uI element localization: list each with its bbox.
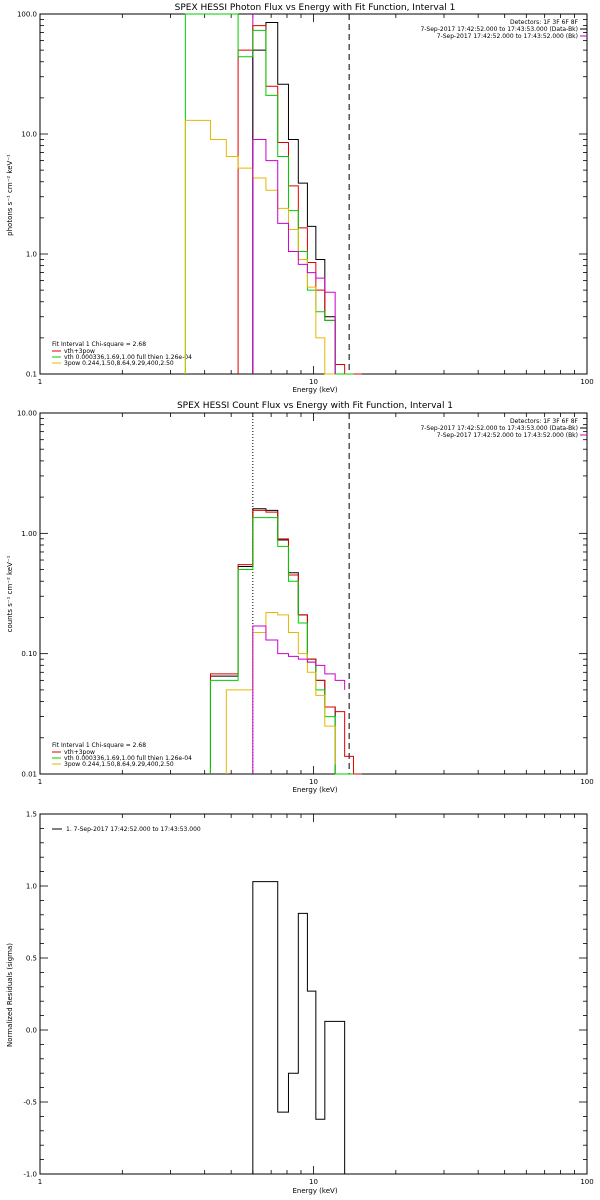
x-tick-label: 1 (38, 378, 42, 386)
y-tick-label: 0.10 (21, 650, 37, 658)
legend-entry-vth-3pow: vth+3pow (64, 749, 95, 756)
y-tick-label: 100.0 (17, 11, 37, 19)
data-interval-label: 7-Sep-2017 17:42:52.000 to 17:43:53.000 … (420, 425, 578, 432)
fit-label: Fit Interval 1 Chi-square = 2.68 (52, 742, 146, 749)
x-tick-label: 100 (580, 1178, 593, 1186)
legend-entry-vth: vth 0.000336,1.69,1.00 full thien 1.26e-… (64, 755, 192, 762)
series-line-vth (184, 13, 354, 375)
chart-title: SPEX HESSI Count Flux vs Energy with Fit… (177, 401, 453, 411)
y-tick-label: 1.5 (26, 811, 37, 819)
fit-label: Fit Interval 1 Chi-square = 2.68 (52, 341, 146, 348)
x-tick-label: 10 (309, 778, 318, 786)
bk-interval-label: 7-Sep-2017 17:42:52.000 to 17:43:52.000 … (437, 33, 578, 40)
y-tick-label: 1.0 (26, 883, 37, 891)
y-tick-label: -0.5 (23, 1099, 37, 1107)
chart-title: SPEX HESSI Photon Flux vs Energy with Fi… (175, 3, 456, 13)
legend-entry-vth-3pow: vth+3pow (64, 348, 95, 355)
series-line-vth-3pow (237, 25, 362, 375)
series-line-bk (252, 138, 336, 374)
y-tick-label: -1.0 (23, 1171, 37, 1179)
y-tick-label: 0.0 (26, 1027, 37, 1035)
legend-entry-3pow: 3pow 0.244,1.50,8.64,9.29,400,2.50 (64, 761, 174, 768)
x-tick-label: 1 (38, 778, 42, 786)
y-tick-label: 1.00 (21, 530, 37, 538)
residual-legend-label: 1. 7-Sep-2017 17:42:52.000 to 17:43:53.0… (66, 826, 201, 833)
detectors-label: Detectors: 1F 3F 6F 8F (510, 418, 579, 425)
y-tick-label: 1.0 (26, 251, 37, 259)
x-tick-label: 100 (580, 778, 593, 786)
legend-entry-vth: vth 0.000336,1.69,1.00 full thien 1.26e-… (64, 354, 192, 361)
y-tick-label: 10.00 (17, 410, 37, 418)
series-line-residuals (252, 881, 346, 1174)
residuals-panel: Energy (keV) Normalized Residuals (sigma… (6, 811, 594, 1196)
x-tick-label: 1 (38, 1178, 42, 1186)
y-axis-label: counts s⁻¹ cm⁻² keV⁻¹ (6, 555, 14, 632)
bk-interval-label: 7-Sep-2017 17:42:52.000 to 17:43:52.000 … (437, 432, 578, 439)
x-tick-label: 10 (309, 378, 318, 386)
detectors-label: Detectors: 1F 3F 6F 8F (510, 19, 579, 26)
legend-entry-3pow: 3pow 0.244,1.50,8.64,9.29,400,2.50 (64, 360, 174, 367)
series-line-vth (209, 517, 354, 775)
y-tick-label: 0.1 (26, 371, 37, 379)
y-tick-label: 0.5 (26, 955, 37, 963)
y-tick-label: 10.0 (21, 131, 37, 139)
photon-flux-panel: SPEX HESSI Photon Flux vs Energy with Fi… (6, 3, 594, 394)
x-tick-label: 100 (580, 378, 593, 386)
x-axis-label: Energy (keV) (292, 386, 337, 394)
count-flux-panel: SPEX HESSI Count Flux vs Energy with Fit… (6, 401, 594, 794)
x-axis-label: Energy (keV) (292, 1187, 337, 1195)
y-tick-label: 0.01 (21, 771, 37, 779)
y-axis-label: photons s⁻¹ cm⁻² keV⁻¹ (6, 154, 14, 236)
data-interval-label: 7-Sep-2017 17:42:52.000 to 17:43:53.000 … (420, 26, 578, 33)
y-axis-label: Normalized Residuals (sigma) (6, 943, 14, 1047)
series-line-bk (252, 625, 346, 774)
x-axis-label: Energy (keV) (292, 786, 337, 794)
x-tick-label: 10 (309, 1178, 318, 1186)
